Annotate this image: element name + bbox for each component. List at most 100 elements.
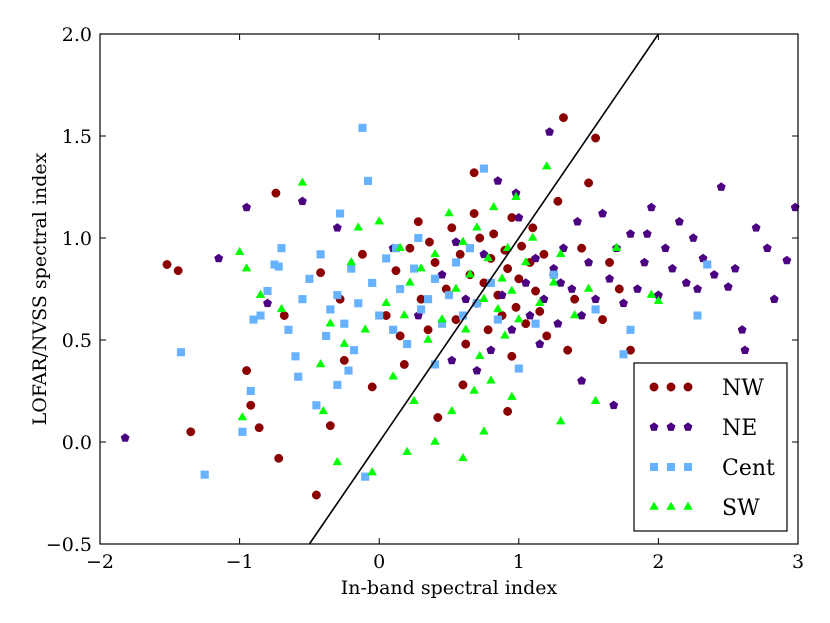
y-tick-label: −0.5 <box>46 534 92 556</box>
data-point-ne <box>737 325 747 334</box>
data-point-nw <box>316 268 326 278</box>
data-point-nw <box>559 113 568 123</box>
data-point-ne <box>558 243 568 253</box>
data-point-sw <box>507 391 517 400</box>
data-point-sw <box>497 273 507 282</box>
data-point-cent <box>284 325 293 334</box>
data-point-ne <box>263 298 272 308</box>
legend-marker <box>666 422 676 431</box>
data-point-nw <box>521 319 531 329</box>
data-point-nw <box>186 427 196 437</box>
data-point-sw <box>479 293 489 302</box>
data-point-cent <box>354 299 363 308</box>
data-point-nw <box>458 380 468 390</box>
data-point-sw <box>405 277 415 286</box>
data-point-sw <box>367 467 378 476</box>
data-point-nw <box>539 249 549 259</box>
data-point-ne <box>591 294 601 304</box>
data-point-nw <box>517 241 527 251</box>
data-point-ne <box>242 202 252 212</box>
data-point-ne <box>688 233 698 242</box>
data-point-cent <box>294 372 303 381</box>
data-point-cent <box>361 472 370 481</box>
data-point-sw <box>502 242 513 251</box>
data-point-cent <box>333 380 342 389</box>
data-points <box>120 113 800 500</box>
data-point-ne <box>214 253 224 263</box>
data-point-nw <box>451 315 461 325</box>
data-point-nw <box>553 196 563 206</box>
data-point-sw <box>237 412 248 421</box>
data-point-ne <box>437 270 447 279</box>
data-point-nw <box>254 423 264 433</box>
data-point-cent <box>340 319 349 328</box>
data-point-sw <box>430 248 440 258</box>
data-point-sw <box>460 324 471 333</box>
data-point-nw <box>489 229 499 239</box>
data-point-sw <box>483 252 493 262</box>
data-point-sw <box>241 263 252 272</box>
data-point-cent <box>451 258 461 267</box>
data-point-cent <box>256 311 265 320</box>
data-point-ne <box>751 223 761 232</box>
legend-label: NE <box>722 416 757 441</box>
data-point-nw <box>399 360 409 369</box>
data-point-nw <box>475 233 485 243</box>
data-point-ne <box>762 243 772 253</box>
legend-entry-nw: NW <box>649 376 764 401</box>
legend-marker <box>683 462 693 472</box>
data-point-ne <box>535 339 545 348</box>
data-point-nw <box>246 400 256 410</box>
data-point-cent <box>417 305 426 314</box>
data-point-cent <box>479 164 488 173</box>
y-tick-label: 0.0 <box>62 432 92 454</box>
data-point-sw <box>465 269 475 278</box>
legend: NW NE Cent SW <box>633 362 788 532</box>
data-point-nw <box>274 453 284 463</box>
data-point-ne <box>626 229 635 238</box>
data-point-nw <box>395 331 405 341</box>
y-tick-label: 1.0 <box>62 228 92 250</box>
data-point-sw <box>646 289 657 298</box>
data-point-ne <box>297 196 307 206</box>
data-point-sw <box>541 161 552 170</box>
data-point-sw <box>555 416 566 425</box>
data-point-sw <box>234 246 245 256</box>
data-point-nw <box>242 366 252 376</box>
data-point-ne <box>577 376 587 385</box>
data-point-sw <box>507 285 517 294</box>
data-point-sw <box>276 303 287 313</box>
data-point-ne <box>486 345 496 355</box>
data-point-ne <box>479 249 489 259</box>
y-axis-label: LOFAR/NVSS spectral index <box>29 152 51 425</box>
data-point-ne <box>605 274 615 283</box>
legend-marker <box>649 422 659 431</box>
data-point-sw <box>444 208 454 217</box>
data-point-cent <box>514 364 523 373</box>
legend-marker <box>649 382 659 392</box>
data-point-cent <box>549 270 558 279</box>
data-point-nw <box>447 223 457 233</box>
data-point-ne <box>507 325 517 334</box>
reference-line <box>308 33 660 545</box>
data-point-sw <box>339 338 350 347</box>
data-point-sw <box>520 256 531 266</box>
legend-marker <box>666 382 676 392</box>
data-point-sw <box>325 318 336 327</box>
data-point-sw <box>416 263 426 272</box>
data-point-sw <box>548 277 559 286</box>
data-point-cent <box>424 295 433 304</box>
data-point-sw <box>332 456 343 466</box>
data-point-cent <box>531 319 540 328</box>
data-point-cent <box>619 350 628 359</box>
plot-area-frame <box>99 33 799 545</box>
data-point-sw <box>430 436 440 445</box>
data-point-sw <box>381 297 391 307</box>
data-point-cent <box>326 305 335 314</box>
data-point-cent <box>238 427 247 436</box>
data-point-nw <box>584 178 594 188</box>
data-point-cent <box>200 470 209 479</box>
data-point-cent <box>291 352 300 361</box>
data-point-sw <box>555 248 566 258</box>
data-point-cent <box>344 366 353 375</box>
